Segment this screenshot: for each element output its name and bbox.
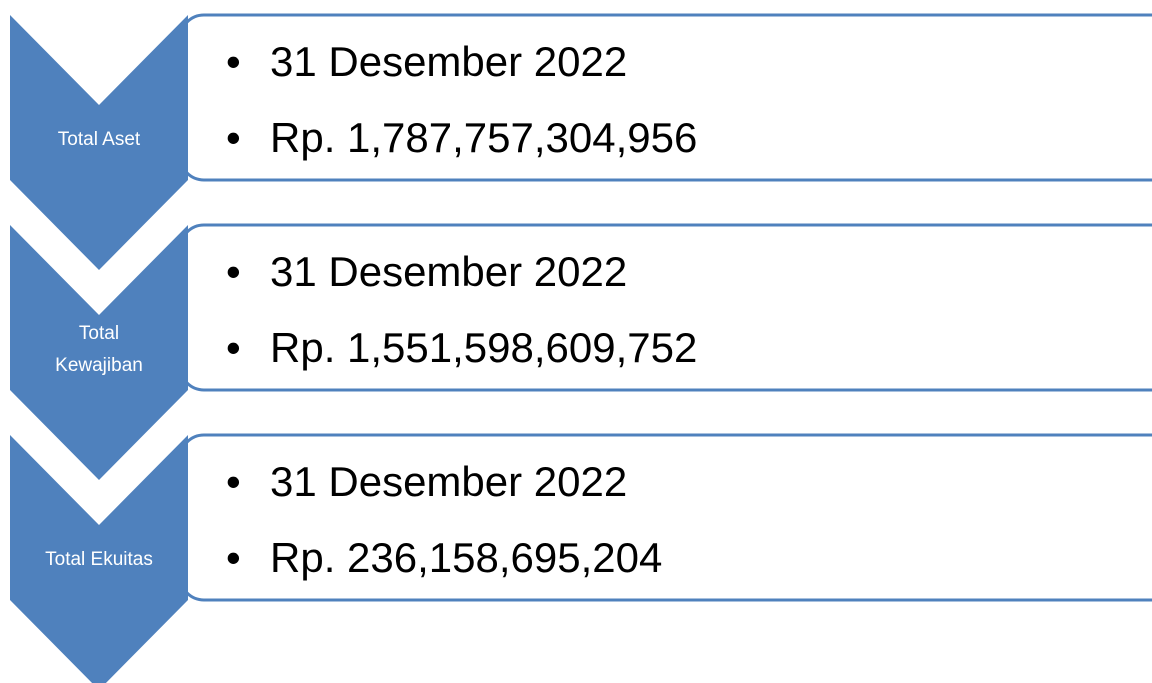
- bullet-list: 31 Desember 2022Rp. 1,787,757,304,956: [226, 24, 697, 176]
- chevron-label: Total Kewajiban: [10, 318, 188, 382]
- chevron: [10, 435, 188, 683]
- label-line: Total Aset: [57, 129, 141, 150]
- chevron: [10, 225, 188, 480]
- bullet-item: 31 Desember 2022: [226, 234, 697, 310]
- bullet-item: Rp. 1,551,598,609,752: [226, 310, 697, 386]
- label-line: Total: [78, 323, 120, 344]
- bullet-list: 31 Desember 2022Rp. 236,158,695,204: [226, 444, 662, 596]
- bullet-item: Rp. 1,787,757,304,956: [226, 100, 697, 176]
- chevron-label: Total Aset: [10, 124, 188, 156]
- chevron: [10, 15, 188, 270]
- bullet-item: 31 Desember 2022: [226, 24, 697, 100]
- chevron-label: Total Ekuitas: [10, 544, 188, 576]
- label-line: Kewajiban: [55, 355, 143, 376]
- label-line: Total Ekuitas: [45, 549, 153, 570]
- bullet-item: 31 Desember 2022: [226, 444, 662, 520]
- bullet-item: Rp. 236,158,695,204: [226, 520, 662, 596]
- bullet-list: 31 Desember 2022Rp. 1,551,598,609,752: [226, 234, 697, 386]
